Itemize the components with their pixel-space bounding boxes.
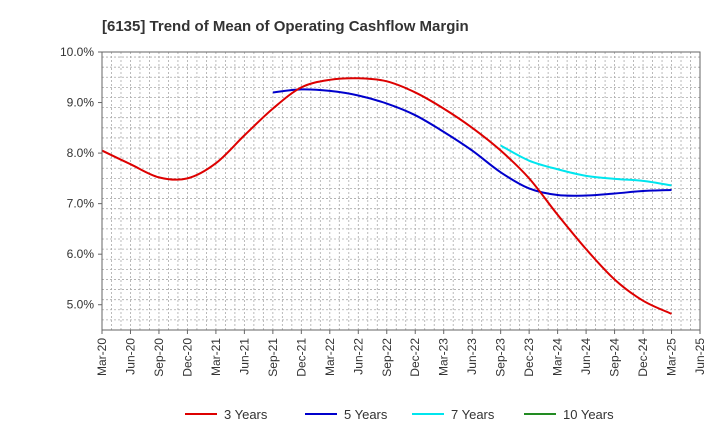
x-tick-label: Jun-23	[465, 338, 479, 375]
plot-border	[101, 51, 701, 331]
x-tick-label: Sep-22	[380, 338, 394, 377]
series-line-7-years	[500, 144, 672, 187]
x-tick-label: Mar-22	[323, 338, 337, 376]
legend-label-5-years: 5 Years	[344, 407, 388, 422]
x-tick-label: Dec-20	[180, 338, 194, 377]
plot-background	[102, 52, 700, 330]
x-tick-label: Mar-23	[437, 338, 451, 376]
y-tick-label: 6.0%	[67, 247, 95, 261]
x-tick-label: Sep-21	[266, 338, 280, 377]
x-tick-label: Sep-20	[152, 338, 166, 377]
series-line-5-years	[272, 88, 672, 197]
y-tick-label: 9.0%	[67, 96, 95, 110]
x-tick-label: Jun-20	[123, 338, 137, 375]
series-line-3-years	[101, 77, 672, 315]
legend-label-3-years: 3 Years	[224, 407, 268, 422]
chart-title: [6135] Trend of Mean of Operating Cashfl…	[102, 18, 469, 35]
y-tick-label: 5.0%	[67, 298, 95, 312]
legend-label-7-years: 7 Years	[451, 407, 495, 422]
legend: 3 Years 5 Years 7 Years 10 Years	[185, 407, 614, 422]
x-tick-label: Dec-21	[294, 338, 308, 377]
x-tick-label: Mar-21	[209, 338, 223, 376]
x-tick-label: Mar-24	[551, 338, 565, 376]
x-tick-label: Mar-20	[95, 338, 109, 376]
x-tick-label: Sep-24	[608, 338, 622, 377]
y-tick-label: 8.0%	[67, 146, 95, 160]
x-tick-label: Dec-22	[408, 338, 422, 377]
plot-frame	[101, 51, 701, 331]
y-tick-label: 7.0%	[67, 197, 95, 211]
y-axis-ticks: 5.0% 6.0% 7.0% 8.0% 9.0% 10.0%	[60, 45, 102, 312]
x-tick-label: Jun-24	[579, 338, 593, 375]
plot-area	[102, 52, 700, 330]
y-tick-label: 10.0%	[60, 45, 94, 59]
x-tick-label: Jun-22	[351, 338, 365, 375]
x-tick-label: Jun-25	[693, 338, 707, 375]
series-layer	[101, 77, 672, 315]
x-tick-label: Dec-24	[636, 338, 650, 377]
x-tick-label: Dec-23	[522, 338, 536, 377]
x-axis-ticks: Mar-20 Jun-20 Sep-20 Dec-20 Mar-21 Jun-21 Sep-…	[95, 330, 707, 377]
legend-label-10-years: 10 Years	[563, 407, 614, 422]
x-tick-label: Sep-23	[494, 338, 508, 377]
x-tick-label: Mar-25	[665, 338, 679, 376]
x-tick-label: Jun-21	[237, 338, 251, 375]
